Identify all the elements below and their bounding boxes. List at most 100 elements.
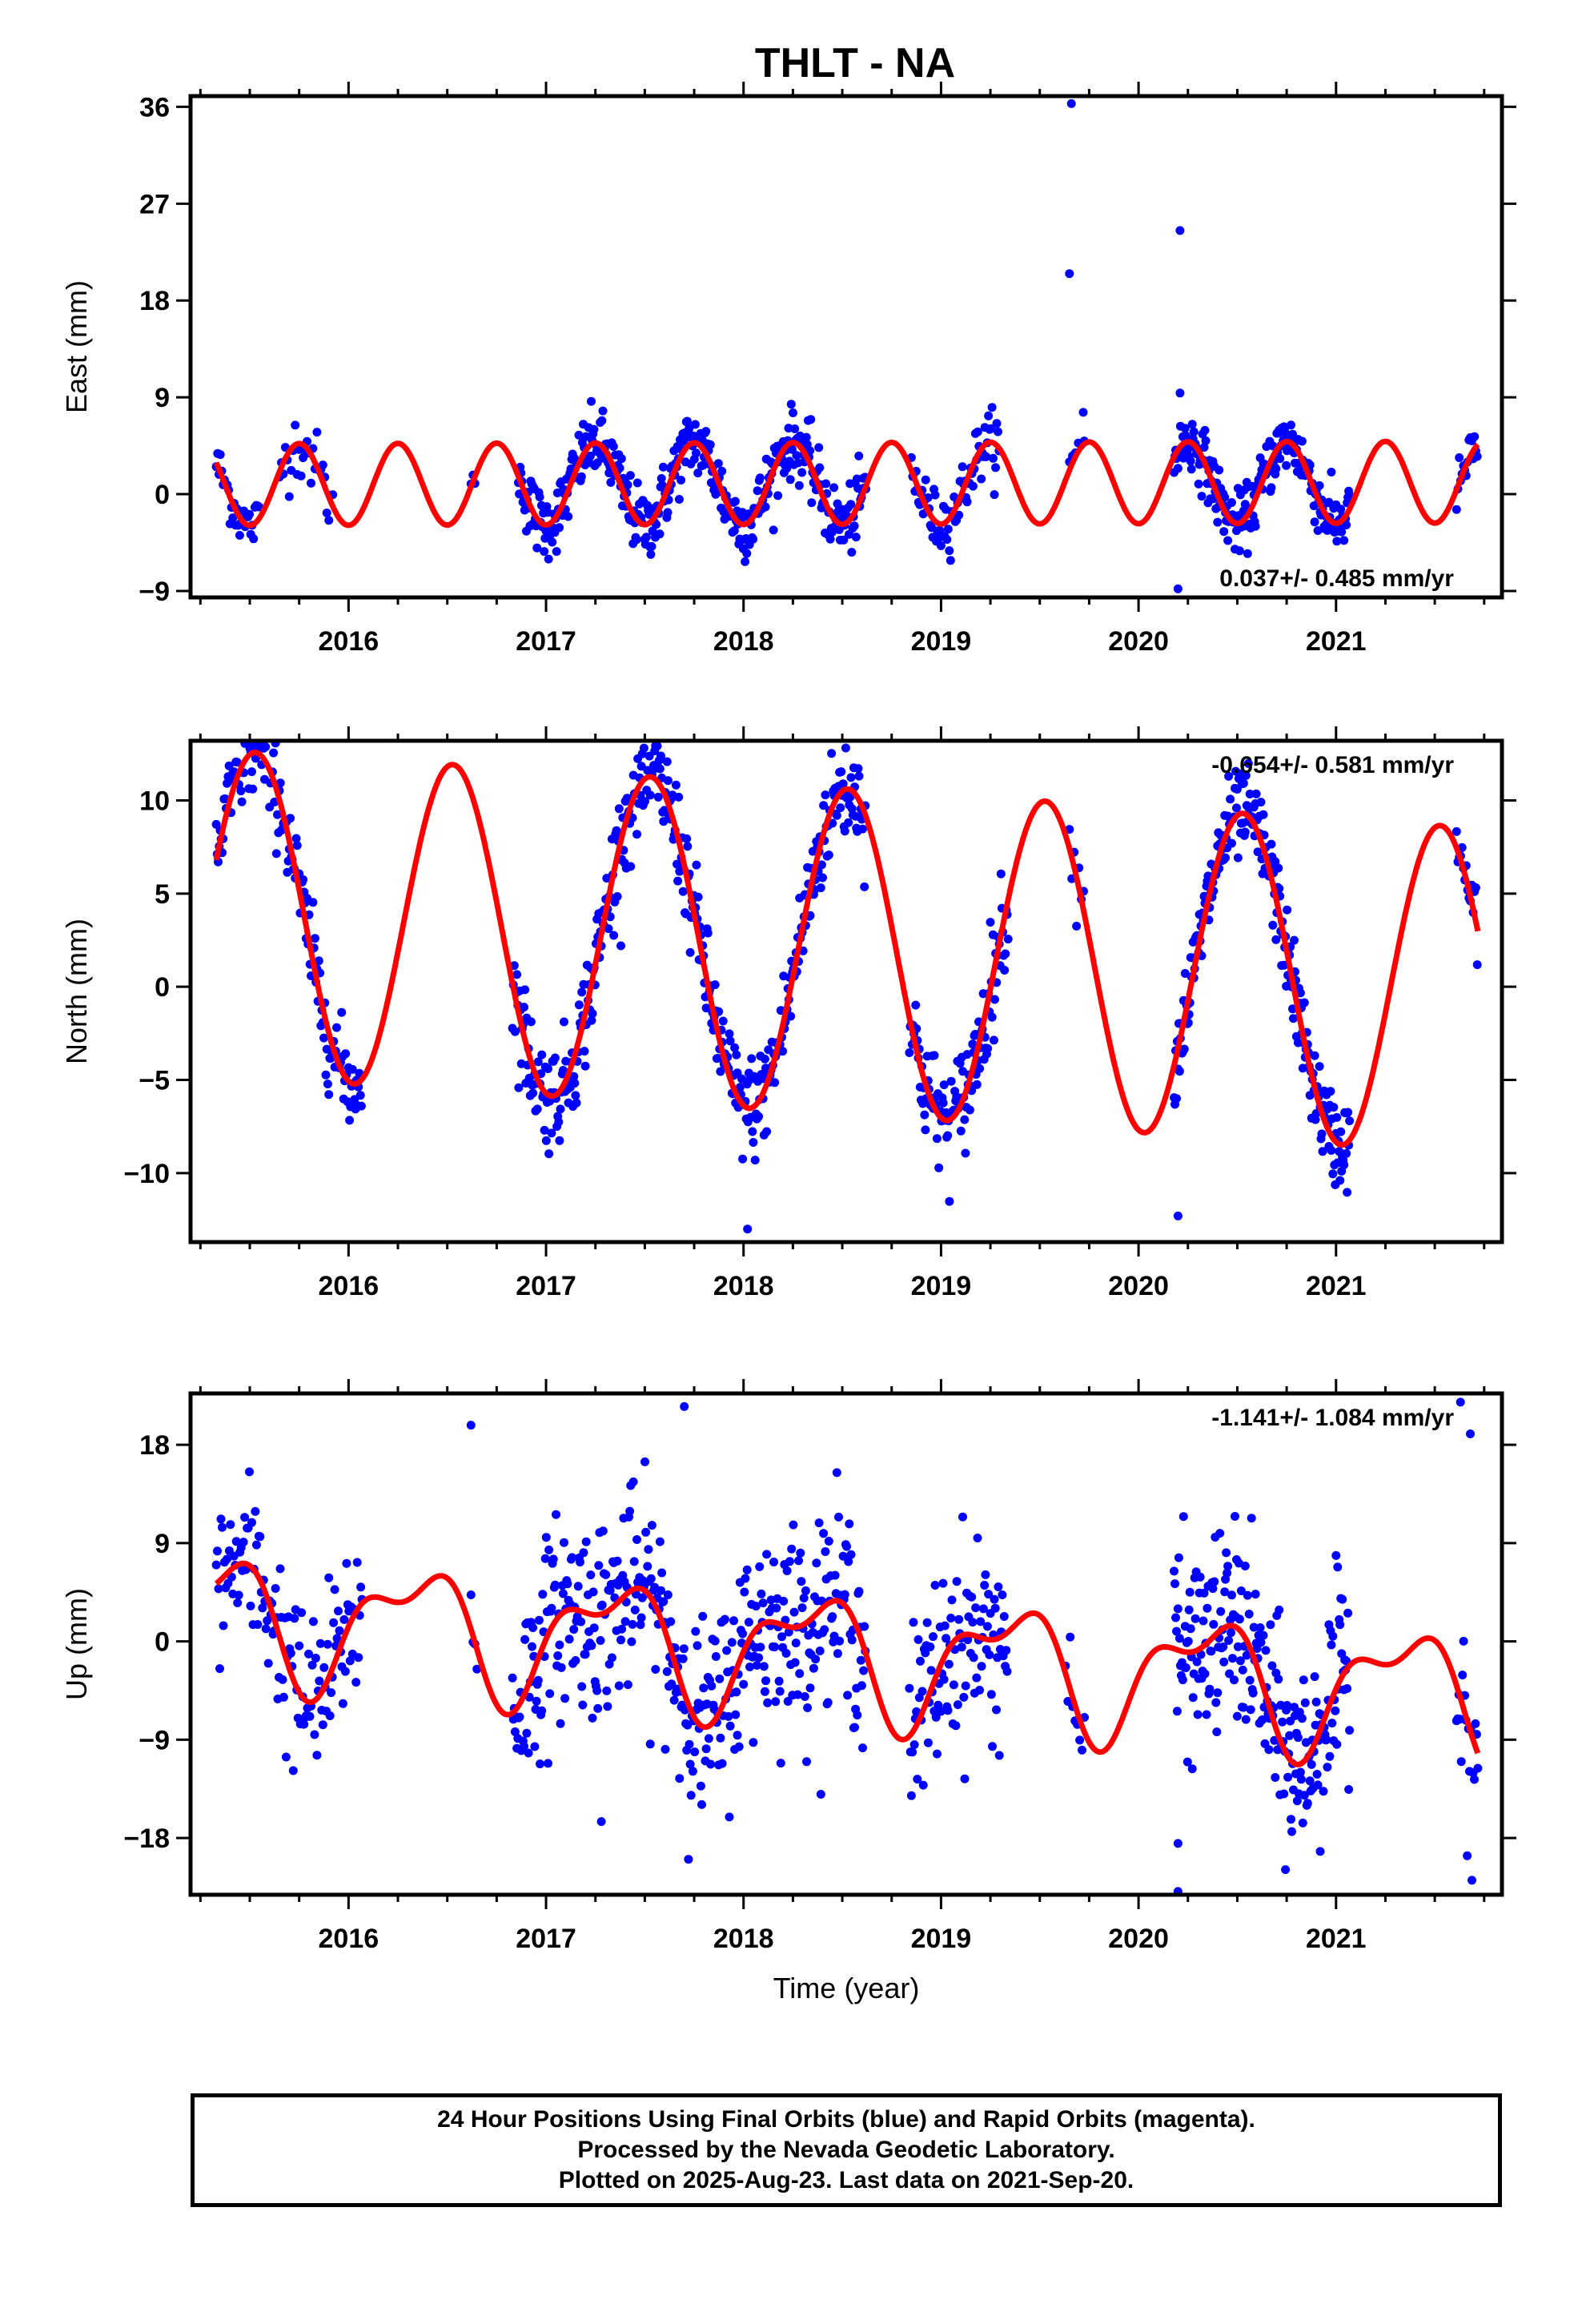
data-point: [844, 1557, 853, 1566]
data-point: [596, 1636, 605, 1645]
data-point: [1251, 1590, 1260, 1599]
data-point: [550, 1580, 560, 1590]
data-point: [1339, 1160, 1349, 1170]
data-point: [1471, 1719, 1480, 1728]
data-point: [801, 432, 811, 442]
data-point: [652, 742, 662, 750]
up-fit-line: [214, 1560, 1481, 1767]
data-point: [703, 928, 713, 938]
data-point: [1245, 1675, 1255, 1685]
data-point: [617, 1624, 627, 1634]
data-point: [1179, 1044, 1189, 1054]
data-point: [569, 1625, 579, 1634]
data-point: [913, 1775, 922, 1784]
x-tick-label: 2018: [713, 626, 774, 657]
data-point: [683, 1720, 693, 1730]
data-point: [535, 493, 544, 502]
data-point: [239, 1538, 248, 1547]
data-point: [1222, 1548, 1231, 1558]
data-point: [834, 1512, 843, 1522]
data-point: [299, 875, 308, 884]
data-point: [837, 767, 846, 777]
data-point: [657, 480, 667, 490]
data-point: [674, 792, 684, 802]
data-point: [945, 546, 954, 556]
data-point: [620, 1617, 630, 1626]
data-point: [1251, 521, 1260, 531]
data-point: [830, 1570, 840, 1580]
data-point: [1458, 1671, 1468, 1680]
data-point: [614, 804, 624, 814]
data-point: [996, 869, 1006, 879]
data-point: [1170, 1566, 1178, 1576]
data-point: [625, 471, 635, 480]
data-point: [1186, 456, 1195, 466]
data-point: [939, 1080, 949, 1090]
data-point: [647, 1521, 656, 1530]
data-point: [943, 1706, 953, 1715]
data-point: [520, 1003, 528, 1012]
up-observations: [211, 1397, 1483, 1895]
data-point: [544, 1759, 552, 1768]
data-point: [946, 1614, 956, 1622]
north-rate-label: -0.654+/- 0.581 mm/yr: [1211, 752, 1454, 778]
data-point: [1473, 1763, 1483, 1773]
y-tick-label: 5: [155, 879, 170, 910]
data-point: [1268, 920, 1278, 930]
data-point: [661, 1744, 670, 1754]
data-point: [987, 1012, 997, 1022]
data-point: [794, 1556, 803, 1566]
data-point: [1201, 436, 1211, 445]
data-point: [931, 1712, 941, 1722]
data-point: [1307, 1759, 1316, 1769]
data-point: [1345, 1726, 1355, 1735]
data-point: [706, 1759, 716, 1769]
data-point: [678, 887, 688, 896]
data-point: [1279, 960, 1289, 970]
data-point: [840, 1590, 849, 1599]
data-point: [646, 549, 656, 559]
data-point: [297, 1608, 307, 1618]
data-point: [213, 1546, 222, 1556]
chart-title: THLT - NA: [755, 40, 955, 86]
data-point: [259, 723, 267, 732]
data-point: [275, 778, 285, 788]
data-point: [1293, 1733, 1303, 1743]
data-point: [1470, 1775, 1479, 1784]
data-point: [930, 1581, 940, 1590]
data-point: [1456, 1397, 1465, 1407]
data-point: [514, 1083, 524, 1092]
data-point: [1226, 794, 1235, 804]
data-point: [692, 860, 701, 870]
data-point: [606, 477, 616, 487]
data-point: [734, 1742, 744, 1751]
data-point: [342, 1558, 351, 1568]
data-point: [352, 1558, 362, 1567]
y-tick-label: 18: [139, 286, 170, 316]
data-point: [532, 543, 542, 553]
data-point: [1288, 429, 1297, 439]
data-point: [840, 826, 849, 836]
data-point: [742, 549, 752, 558]
data-point: [1300, 1698, 1310, 1707]
data-point: [692, 448, 701, 458]
data-point: [786, 400, 796, 409]
data-point: [693, 1641, 702, 1651]
data-point: [761, 1676, 770, 1686]
data-point: [576, 1558, 584, 1567]
data-point: [696, 1781, 705, 1791]
data-point: [792, 451, 801, 460]
data-point: [655, 764, 665, 774]
data-point: [347, 1064, 357, 1074]
data-point: [1310, 517, 1319, 527]
data-point: [1279, 1789, 1289, 1799]
data-point: [232, 758, 242, 767]
data-point: [508, 1673, 517, 1683]
data-point: [577, 987, 587, 997]
data-point: [1219, 1657, 1229, 1667]
data-point: [819, 1529, 829, 1538]
data-point: [961, 1681, 970, 1691]
data-point: [579, 1548, 588, 1558]
data-point: [547, 1603, 556, 1613]
